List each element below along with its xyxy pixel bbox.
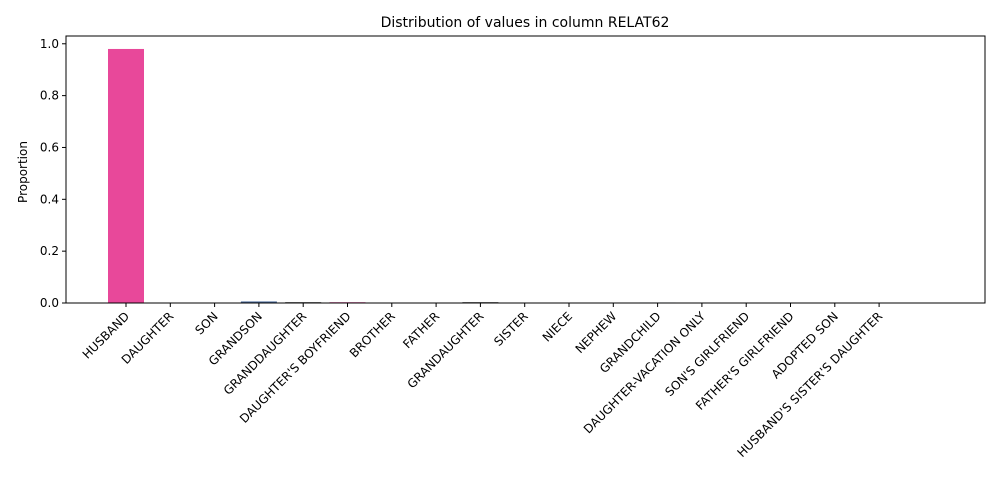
- bars-group: [108, 48, 898, 304]
- x-tick-label: BROTHER: [347, 309, 398, 360]
- x-tick-label: GRANDDAUGHTER: [221, 309, 310, 398]
- x-tick-label: SON: [192, 309, 220, 337]
- y-tick-label: 0.8: [40, 89, 59, 103]
- x-tick-label: NEPHEW: [573, 309, 620, 356]
- y-tick-label: 0.4: [40, 192, 59, 206]
- x-tick-label: SISTER: [491, 309, 531, 349]
- y-axis-title: Proportion: [16, 141, 30, 203]
- bar-grandson: [240, 301, 277, 303]
- y-tick-label: 0.2: [40, 244, 59, 258]
- y-axis-ticks: 0.0 0.2 0.4 0.6 0.8 1.0: [40, 37, 66, 310]
- y-tick-label: 0.0: [40, 296, 59, 310]
- x-tick-label: GRANDAUGHTER: [405, 309, 487, 391]
- bar-husband: [108, 48, 144, 303]
- y-tick-label: 1.0: [40, 37, 59, 51]
- y-tick-label: 0.6: [40, 140, 59, 154]
- chart-title: Distribution of values in column RELAT62: [381, 15, 670, 31]
- x-tick-label: FATHER: [400, 309, 442, 351]
- x-tick-label: SON'S GIRLFRIEND: [662, 309, 752, 399]
- x-tick-label: NIECE: [540, 309, 575, 344]
- plot-frame: [65, 35, 986, 304]
